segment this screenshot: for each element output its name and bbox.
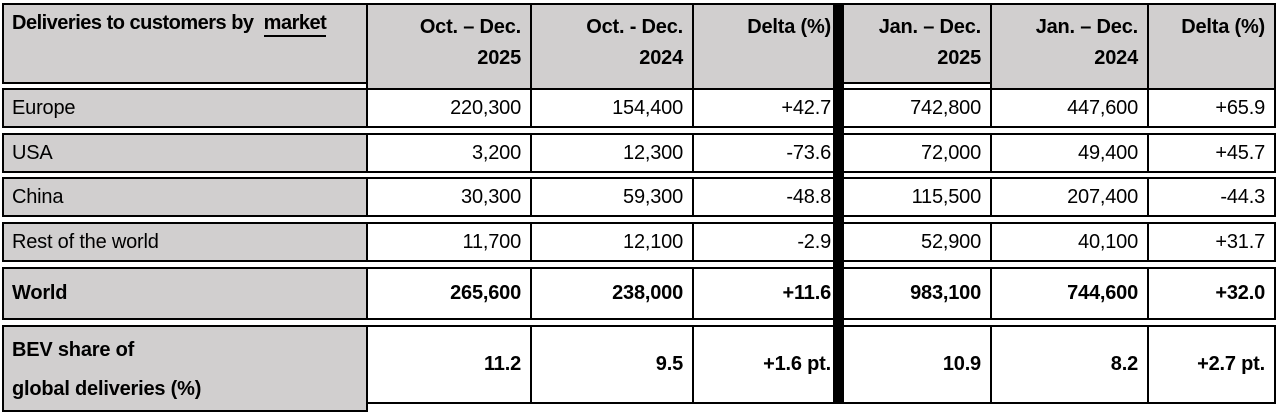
table-title-cell: Deliveries to customers by market — [2, 3, 368, 84]
table-row-usa: USA 3,200 12,300 -73.6 72,000 49,400 +45… — [2, 133, 1276, 173]
value-cell: +11.6 — [692, 267, 842, 320]
value-cell: 12,100 — [530, 222, 694, 262]
value-cell: 265,600 — [366, 267, 532, 320]
value-cell: 12,300 — [530, 133, 694, 173]
row-label-cell: USA — [2, 133, 368, 173]
value-cell: 10.9 — [840, 325, 992, 404]
table-row-china: China 30,300 59,300 -48.8 115,500 207,40… — [2, 177, 1276, 217]
table-row-rest-of-world: Rest of the world 11,700 12,100 -2.9 52,… — [2, 222, 1276, 262]
value-cell: +2.7 pt. — [1147, 325, 1276, 404]
value-cell: 72,000 — [840, 133, 992, 173]
value-cell: 52,900 — [840, 222, 992, 262]
value-cell: 3,200 — [366, 133, 532, 173]
value-cell: 220,300 — [366, 88, 532, 128]
value-cell: +31.7 — [1147, 222, 1276, 262]
value-cell: 983,100 — [840, 267, 992, 320]
value-cell: 9.5 — [530, 325, 694, 404]
value-cell: 744,600 — [990, 267, 1149, 320]
value-cell: 40,100 — [990, 222, 1149, 262]
table-row-bev-share: BEV share of global deliveries (%) 11.2 … — [2, 325, 1276, 412]
value-cell: -48.8 — [692, 177, 842, 217]
row-label-cell: Europe — [2, 88, 368, 128]
value-cell: -2.9 — [692, 222, 842, 262]
value-cell: -44.3 — [1147, 177, 1276, 217]
col-header-jan-dec-2025: Jan. – Dec. 2025 — [840, 3, 992, 84]
value-cell: +1.6 pt. — [692, 325, 842, 404]
table-header-row: Deliveries to customers by market Oct. –… — [2, 3, 1276, 88]
value-cell: +45.7 — [1147, 133, 1276, 173]
value-cell: 742,800 — [840, 88, 992, 128]
value-cell: 447,600 — [990, 88, 1149, 128]
row-label-cell: China — [2, 177, 368, 217]
col-header-delta-fy: Delta (%) — [1147, 3, 1276, 88]
value-cell: +32.0 — [1147, 267, 1276, 320]
row-label-cell: World — [2, 267, 368, 320]
value-cell: 8.2 — [990, 325, 1149, 404]
table-row-world-total: World 265,600 238,000 +11.6 983,100 744,… — [2, 267, 1276, 320]
value-cell: 30,300 — [366, 177, 532, 217]
col-header-oct-dec-2024: Oct. - Dec. 2024 — [530, 3, 694, 88]
col-header-oct-dec-2025: Oct. – Dec. 2025 — [366, 3, 532, 88]
table-row-europe: Europe 220,300 154,400 +42.7 742,800 447… — [2, 88, 1276, 128]
value-cell: -73.6 — [692, 133, 842, 173]
value-cell: 238,000 — [530, 267, 694, 320]
value-cell: 11.2 — [366, 325, 532, 404]
value-cell: 59,300 — [530, 177, 694, 217]
col-header-jan-dec-2024: Jan. – Dec. 2024 — [990, 3, 1149, 88]
section-divider-bar — [833, 3, 844, 404]
table-title-underlined: market — [263, 12, 327, 37]
value-cell: +42.7 — [692, 88, 842, 128]
value-cell: 115,500 — [840, 177, 992, 217]
col-header-delta-q4: Delta (%) — [692, 3, 842, 88]
value-cell: 49,400 — [990, 133, 1149, 173]
value-cell: 11,700 — [366, 222, 532, 262]
value-cell: 207,400 — [990, 177, 1149, 217]
table-title: Deliveries to customers by market — [12, 12, 327, 37]
row-label-cell: BEV share of global deliveries (%) — [2, 325, 368, 412]
value-cell: +65.9 — [1147, 88, 1276, 128]
value-cell: 154,400 — [530, 88, 694, 128]
row-label-cell: Rest of the world — [2, 222, 368, 262]
